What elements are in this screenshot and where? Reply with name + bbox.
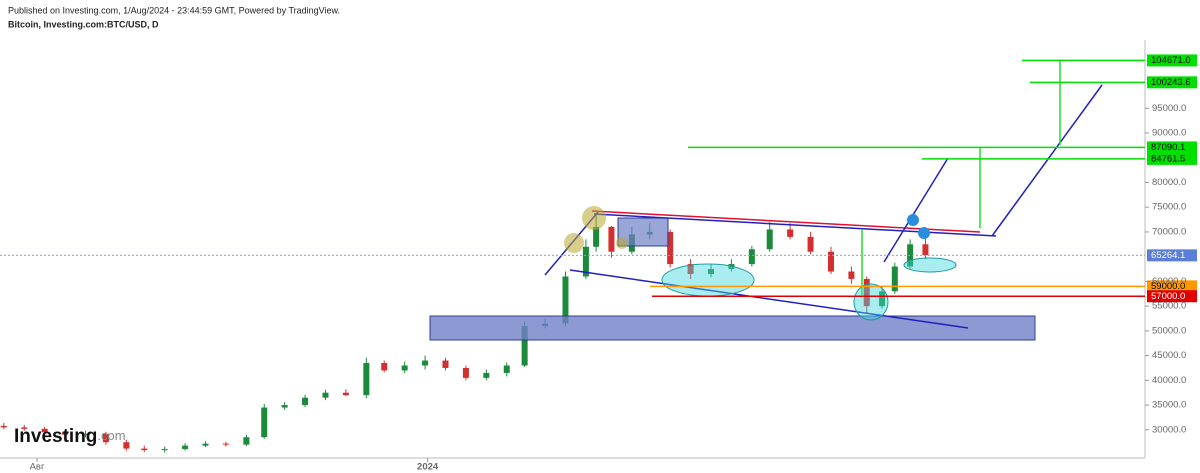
price-level-tag: [1147, 141, 1197, 154]
candle-body: [922, 244, 929, 256]
y-tick-label: 35000.0: [1152, 400, 1186, 411]
candle-body: [462, 367, 469, 378]
price-level-tag: [1147, 290, 1197, 303]
price-level-label: 57000.0: [1151, 291, 1185, 302]
candle-body: [202, 443, 209, 446]
symbol-title: Bitcoin, Investing.com:BTC/USD, D: [8, 19, 159, 29]
candle-body: [82, 433, 89, 435]
candle-body: [766, 229, 773, 250]
published-note: Published on Investing.com, 1/Aug/2024 -…: [8, 5, 340, 15]
y-tick-label: 60000.0: [1152, 276, 1186, 287]
candle-body: [0, 425, 7, 428]
candle-body: [707, 269, 714, 274]
x-tick-label: 2024: [417, 462, 439, 473]
highlight: [582, 206, 606, 230]
price-level-label: 100243.6: [1151, 77, 1191, 88]
price-level-label: 104671.0: [1151, 55, 1191, 66]
price-level-tag: [1147, 152, 1197, 165]
resistance-line: [591, 210, 981, 233]
x-tick-label: Авг: [30, 462, 45, 473]
price-level-tag: [1147, 76, 1197, 89]
highlight: [616, 237, 628, 249]
candle-body: [123, 442, 130, 449]
candle-body: [748, 249, 755, 265]
candle-body: [261, 407, 268, 438]
drawings: [429, 61, 1103, 341]
watermark-suffix: .com: [97, 428, 125, 443]
candle-body: [102, 433, 109, 443]
highlight: [661, 263, 755, 297]
candle-body: [521, 325, 528, 366]
y-tick-label: 80000.0: [1152, 177, 1186, 188]
candle-body: [363, 363, 370, 396]
price-level-label: 65264.1: [1151, 250, 1185, 261]
candle-body: [141, 448, 148, 451]
y-tick-label: 45000.0: [1152, 350, 1186, 361]
candle-body: [863, 278, 870, 307]
y-tick-label: 30000.0: [1152, 424, 1186, 435]
candle-body: [442, 360, 449, 368]
candle-body: [562, 276, 569, 324]
candle-body: [503, 365, 510, 373]
watermark-main: Investing: [14, 426, 97, 447]
candle-body: [879, 291, 886, 307]
candle-body: [182, 445, 189, 450]
y-tick-label: 95000.0: [1152, 103, 1186, 114]
marker: [918, 227, 930, 239]
y-tick-label: 40000.0: [1152, 375, 1186, 386]
candle-body: [62, 432, 69, 435]
candle-body: [281, 405, 288, 408]
candle-body: [667, 231, 674, 265]
projection-line: [991, 84, 1103, 237]
candle-body: [787, 229, 794, 237]
candle-body: [342, 392, 349, 396]
projection-line: [883, 157, 949, 263]
highlight: [564, 233, 584, 253]
highlight: [903, 257, 957, 273]
support-zone: [429, 315, 1036, 341]
highlight: [853, 283, 889, 321]
candle-body: [161, 449, 168, 451]
y-tick-label: 75000.0: [1152, 202, 1186, 213]
watermark: Investing.com: [14, 426, 126, 447]
candle-body: [891, 266, 898, 292]
price-level-label: 59000.0: [1151, 281, 1185, 292]
candle-body: [243, 437, 250, 445]
candle-body: [222, 443, 229, 445]
price-level-tag: [1147, 249, 1197, 262]
candle-body: [582, 246, 589, 277]
candle-body: [593, 226, 600, 247]
trend-line: [569, 269, 969, 329]
candle-body: [483, 372, 490, 378]
price-level-tag: [1147, 280, 1197, 293]
marker: [907, 214, 919, 226]
price-level-label: 84761.5: [1151, 153, 1185, 164]
candle-body: [907, 244, 914, 267]
candle-body: [422, 360, 429, 366]
candle-body: [687, 264, 694, 274]
candle-body: [41, 428, 48, 433]
price-level-tag: [1147, 54, 1197, 67]
y-tick-label: 70000.0: [1152, 226, 1186, 237]
candle-body: [807, 236, 814, 252]
candle-body: [608, 226, 615, 252]
y-tick-label: 50000.0: [1152, 325, 1186, 336]
candle-body: [381, 363, 388, 371]
y-tick-label: 90000.0: [1152, 128, 1186, 139]
candle-body: [21, 427, 28, 429]
candle-body: [302, 397, 309, 406]
candle-body: [827, 251, 834, 272]
candle-body: [322, 392, 329, 398]
y-tick-label: 55000.0: [1152, 301, 1186, 312]
candle-body: [401, 365, 408, 371]
candle-body: [848, 271, 855, 279]
price-level-label: 87090.1: [1151, 142, 1185, 153]
